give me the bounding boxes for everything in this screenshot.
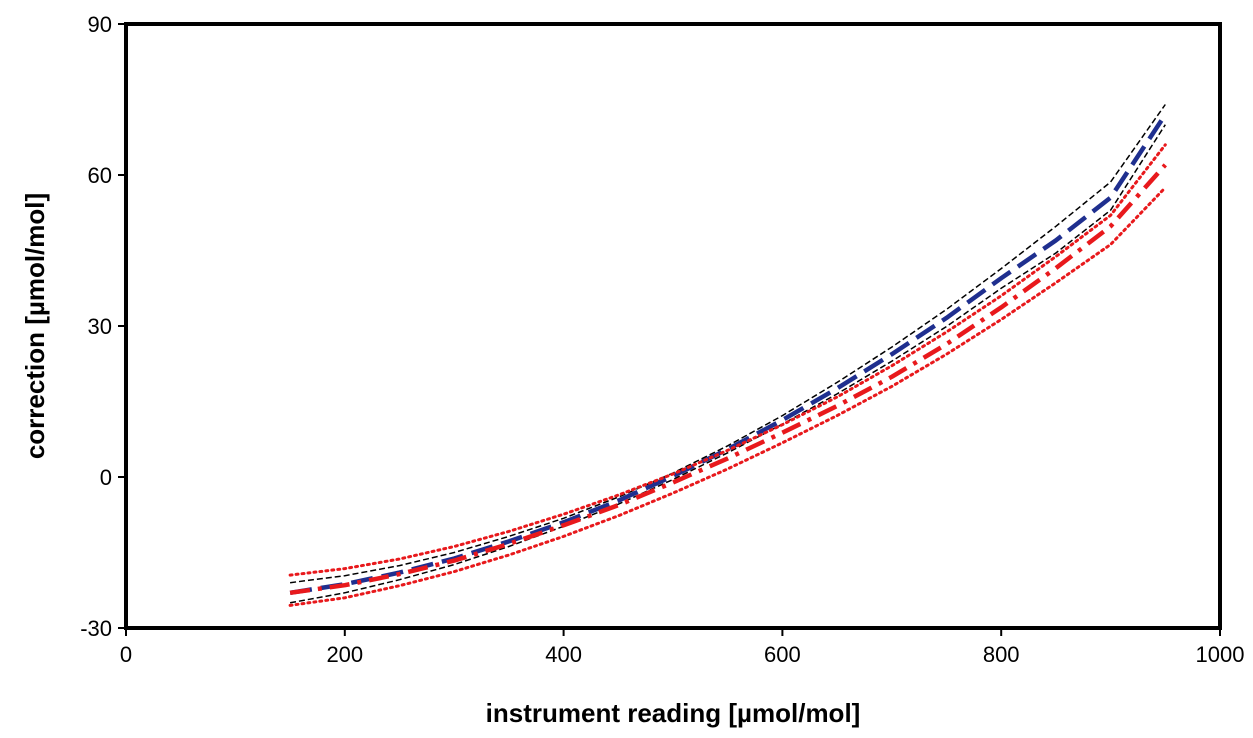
x-tick-label: 200: [326, 642, 363, 667]
y-axis-title: correction [µmol/mol]: [20, 193, 50, 459]
series-line-6: [288, 186, 1167, 607]
y-tick-label: 90: [88, 12, 112, 37]
x-axis: 0 200 400 600 800 1000: [120, 628, 1245, 667]
series-line-3: [289, 124, 1166, 604]
y-tick-label: 30: [88, 314, 112, 339]
x-tick-label: 0: [120, 642, 132, 667]
y-tick-label: -30: [80, 616, 112, 641]
series-line-2: [290, 104, 1166, 584]
y-axis: -30 0 30 60 90: [80, 12, 126, 641]
x-axis-title: instrument reading [µmol/mol]: [486, 698, 861, 728]
y-tick-label: 0: [100, 465, 112, 490]
x-tick-label: 400: [545, 642, 582, 667]
x-tick-label: 600: [764, 642, 801, 667]
plot-frame: [124, 22, 1222, 630]
series-line-5: [288, 143, 1167, 577]
x-tick-label: 800: [983, 642, 1020, 667]
y-tick-label: 60: [88, 163, 112, 188]
series-line-4: [289, 163, 1167, 596]
series-line-1: [289, 113, 1168, 596]
series-layer: [288, 104, 1168, 607]
x-tick-label: 1000: [1196, 642, 1245, 667]
